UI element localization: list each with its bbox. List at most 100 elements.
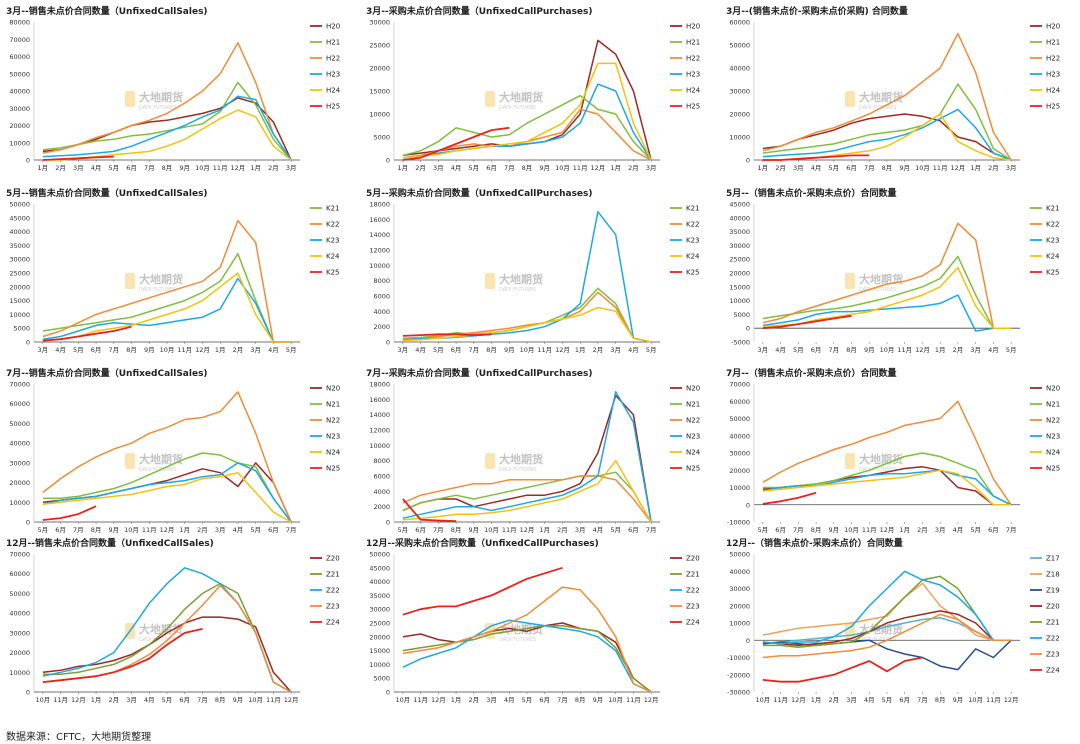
x-tick-label: 7月 xyxy=(557,696,568,704)
y-tick-label: 15000 xyxy=(9,297,30,305)
x-tick-label: 10月 xyxy=(484,526,499,534)
series-line-h25 xyxy=(402,126,510,161)
series-line-h23 xyxy=(402,83,652,161)
x-tick-label: 3月 xyxy=(126,696,137,704)
y-tick-label: 30000 xyxy=(9,629,30,637)
x-tick-label: 12月 xyxy=(195,346,210,354)
x-tick-label: 12月 xyxy=(915,346,930,354)
y-tick-label: 20000 xyxy=(729,467,750,475)
x-tick-label: 1月 xyxy=(91,696,102,704)
y-tick-label: 10000 xyxy=(369,111,390,119)
x-tick-label: 5月 xyxy=(398,526,409,534)
series-line-k22 xyxy=(762,222,1012,329)
y-tick-label: 50000 xyxy=(369,551,390,559)
y-tick-label: 40000 xyxy=(9,610,30,618)
legend-label: Z23 xyxy=(686,603,700,611)
x-tick-label: 12月 xyxy=(520,526,535,534)
x-tick-label: 5月 xyxy=(433,346,444,354)
legend-label: Z20 xyxy=(326,555,340,563)
x-tick-label: 12月 xyxy=(71,696,86,704)
chart-panel: 3月--销售未点价合同数量（UnfixedCallSales) 0 10000 200… xyxy=(0,2,360,182)
x-tick-label: 5月 xyxy=(468,164,479,172)
y-tick-label: 10000 xyxy=(9,139,30,147)
chart-panel: 12月--销售未点价合同数量（UnfixedCallSales) 0 10000 20… xyxy=(0,534,360,714)
watermark-icon xyxy=(485,453,495,469)
legend-label: N23 xyxy=(326,433,340,441)
y-tick-label: 30000 xyxy=(729,88,750,96)
chart-svg: 7月--采购未点价合同数量（UnfixedCallPurchases) 0 2000… xyxy=(366,367,701,534)
chart-title: 12月--销售未点价合同数量（UnfixedCallSales) xyxy=(6,537,214,549)
x-tick-label: 4月 xyxy=(55,346,66,354)
x-tick-label: 10月 xyxy=(160,346,175,354)
x-tick-label: 9月 xyxy=(899,164,910,172)
chart-svg: 12月--销售未点价合同数量（UnfixedCallSales) 0 10000 20… xyxy=(6,537,340,704)
x-tick-label: 5月 xyxy=(970,526,981,534)
y-tick-label: 0 xyxy=(386,339,390,347)
x-tick-label: 3月 xyxy=(646,164,657,172)
y-tick-label: 18000 xyxy=(369,201,390,209)
y-tick-label: 10000 xyxy=(729,620,750,628)
legend-label: K21 xyxy=(1046,205,1060,213)
series-line-n22 xyxy=(42,391,292,523)
x-tick-label: 10月 xyxy=(248,696,263,704)
y-tick-label: -10000 xyxy=(727,519,750,527)
y-tick-label: 10000 xyxy=(369,442,390,450)
x-tick-label: 2月 xyxy=(55,164,66,172)
y-tick-label: -20000 xyxy=(727,671,750,679)
chart-panel: 7月--采购未点价合同数量（UnfixedCallPurchases) 0 2000… xyxy=(360,364,720,544)
y-tick-label: 25000 xyxy=(369,42,390,50)
legend-label: Z24 xyxy=(326,619,340,627)
y-tick-label: 60000 xyxy=(729,398,750,406)
x-tick-label: 9月 xyxy=(828,526,839,534)
series-line-h23 xyxy=(42,95,292,161)
x-tick-label: 6月 xyxy=(91,346,102,354)
x-tick-label: 7月 xyxy=(468,346,479,354)
x-tick-label: 3月 xyxy=(846,696,857,704)
y-tick-label: 35000 xyxy=(9,242,30,250)
x-tick-label: 10月 xyxy=(608,696,623,704)
x-tick-label: 9月 xyxy=(953,696,964,704)
legend-label: N25 xyxy=(326,465,340,473)
x-tick-label: 2月 xyxy=(197,526,208,534)
x-tick-label: 6月 xyxy=(486,164,497,172)
legend-label: Z23 xyxy=(326,603,340,611)
legend-label: Z22 xyxy=(326,587,340,595)
legend-label: N25 xyxy=(686,465,700,473)
series-line-n22 xyxy=(762,400,1012,506)
chart-title: 7月--（销售未点价-采购未点价）合同数量 xyxy=(726,367,896,379)
series-line-k21 xyxy=(762,255,1012,329)
y-tick-label: 4000 xyxy=(373,488,390,496)
x-tick-label: 6月 xyxy=(539,696,550,704)
x-tick-label: 3月 xyxy=(575,526,586,534)
x-tick-label: 6月 xyxy=(899,696,910,704)
legend-label: K21 xyxy=(686,205,700,213)
series-line-n23 xyxy=(42,462,292,523)
chart-panel: 12月--采购未点价合同数量（UnfixedCallPurchases) 0 500… xyxy=(360,534,720,714)
chart-panel: 5月--（销售未点价-采购未点价）合同数量 -5000 0 5000 10000 1500… xyxy=(720,184,1080,364)
x-tick-label: 10月 xyxy=(35,696,50,704)
y-tick-label: 2000 xyxy=(373,323,390,331)
watermark-icon xyxy=(485,91,495,107)
legend-label: N25 xyxy=(1046,465,1060,473)
x-tick-label: 1月 xyxy=(179,526,190,534)
watermark-text: 大地期货 xyxy=(859,272,903,286)
series-line-n25 xyxy=(42,505,97,521)
y-tick-label: 20000 xyxy=(9,649,30,657)
series-line-z23 xyxy=(402,586,652,693)
series-line-n23 xyxy=(762,469,1012,506)
watermark-subtext: DADI FUTURES xyxy=(859,287,896,293)
y-tick-label: 20000 xyxy=(9,283,30,291)
x-tick-label: 7月 xyxy=(1006,526,1017,534)
x-tick-label: 7月 xyxy=(197,696,208,704)
chart-panel: 12月--（销售未点价-采购未点价）合同数量 -30000 -20000 -10000… xyxy=(720,534,1080,714)
y-tick-label: 0 xyxy=(386,689,390,697)
x-tick-label: 4月 xyxy=(864,696,875,704)
series-line-k23 xyxy=(762,294,1012,332)
watermark-text: 大地期货 xyxy=(859,452,903,466)
y-tick-label: 35000 xyxy=(729,228,750,236)
y-tick-label: 70000 xyxy=(729,381,750,389)
y-tick-label: 10000 xyxy=(9,311,30,319)
series-line-h23 xyxy=(762,108,1012,161)
